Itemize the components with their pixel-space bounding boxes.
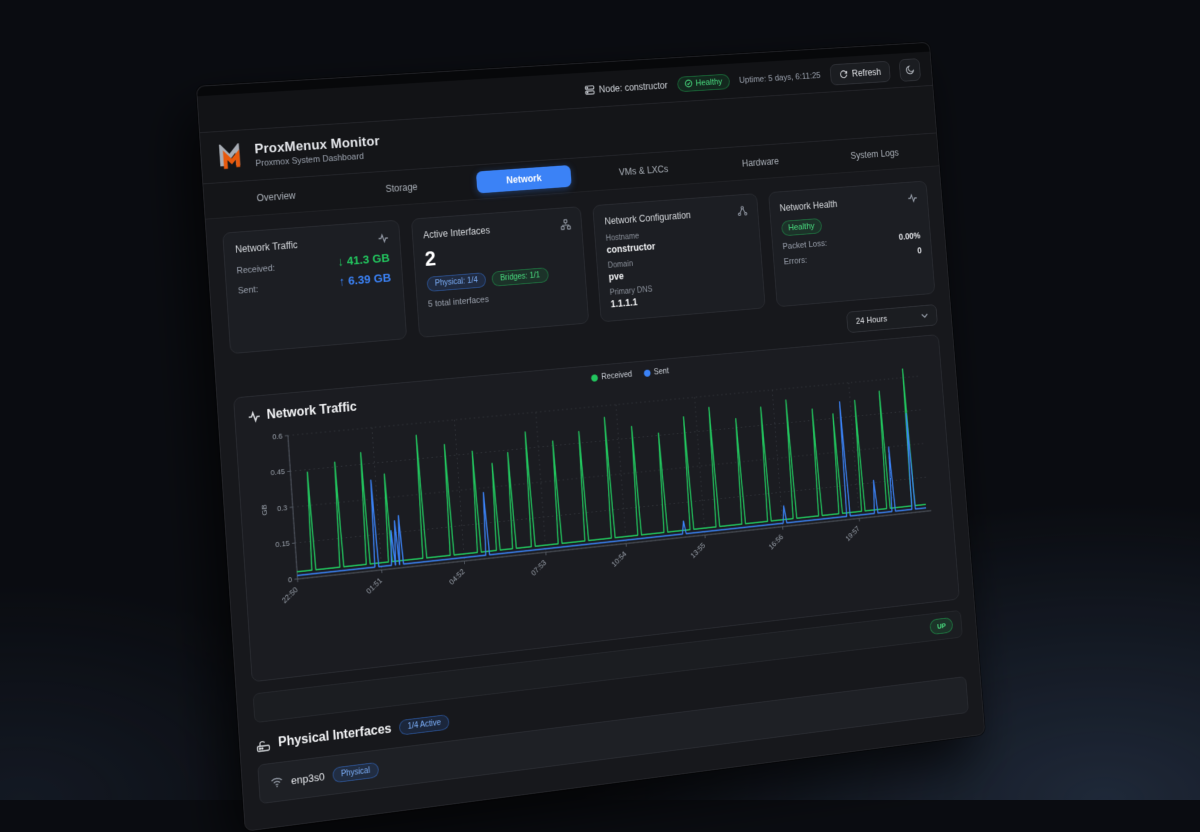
network-configuration-card-title: Network Configuration xyxy=(604,210,691,227)
tab-hardware-label: Hardware xyxy=(728,150,792,174)
packet-loss-value: 0.00% xyxy=(898,231,920,242)
check-circle-icon xyxy=(685,79,694,88)
network-configuration-card: Network Configuration Hostname construct… xyxy=(592,193,765,322)
legend-sent-label: Sent xyxy=(654,367,670,377)
active-count-badge: 1/4 Active xyxy=(399,714,450,735)
sent-value: ↑ 6.39 GB xyxy=(339,271,392,289)
svg-text:16:56: 16:56 xyxy=(767,532,785,551)
up-status-badge: UP xyxy=(930,617,954,635)
activity-icon xyxy=(377,232,388,244)
time-range-select[interactable]: 24 Hours xyxy=(846,304,938,333)
errors-label: Errors: xyxy=(783,256,807,267)
chart-title: Network Traffic xyxy=(266,400,357,423)
theme-toggle-button[interactable] xyxy=(899,58,921,82)
svg-text:13:55: 13:55 xyxy=(689,541,707,560)
svg-text:04:52: 04:52 xyxy=(447,567,466,587)
activity-icon xyxy=(907,193,917,204)
node-label: Node: constructor xyxy=(599,79,668,94)
physical-count-badge: Physical: 1/4 xyxy=(426,272,486,292)
interface-type-badge: Physical xyxy=(332,762,379,783)
received-label: Received: xyxy=(236,263,275,276)
received-value: ↓ 41.3 GB xyxy=(337,251,390,268)
active-interfaces-card-title: Active Interfaces xyxy=(423,225,491,241)
svg-text:22:50: 22:50 xyxy=(280,585,300,605)
active-interfaces-count: 2 xyxy=(424,237,573,269)
moon-icon xyxy=(905,65,915,75)
wifi-icon xyxy=(270,776,283,789)
health-status-label: Healthy xyxy=(695,77,722,88)
errors-value: 0 xyxy=(917,246,922,255)
svg-text:0.6: 0.6 xyxy=(272,431,283,441)
packet-loss-label: Packet Loss: xyxy=(782,239,827,252)
tab-vms-lxcs[interactable]: VMs & LXCs xyxy=(583,156,703,184)
tab-system-logs[interactable]: System Logs xyxy=(817,140,931,168)
proxmenux-logo xyxy=(216,143,246,170)
legend-sent-dot xyxy=(644,369,651,377)
refresh-label: Refresh xyxy=(851,66,881,78)
svg-text:19:57: 19:57 xyxy=(844,524,861,543)
dashboard-window: Node: constructor Healthy Uptime: 5 days… xyxy=(196,42,985,832)
main-content: Network Traffic Received: ↓ 41.3 GB Sent… xyxy=(206,166,985,831)
legend-received-dot xyxy=(591,374,598,382)
physical-interfaces-title: Physical Interfaces xyxy=(278,722,392,751)
sent-label: Sent: xyxy=(238,285,259,296)
active-interfaces-card: Active Interfaces 2 Physical: 1/4 Bridge… xyxy=(411,206,590,338)
uptime-label: Uptime: 5 days, 6:11:25 xyxy=(739,71,821,85)
node-indicator: Node: constructor xyxy=(584,79,668,95)
network-icon xyxy=(560,219,571,231)
network-traffic-card: Network Traffic Received: ↓ 41.3 GB Sent… xyxy=(222,220,406,354)
refresh-icon xyxy=(839,69,848,79)
tab-overview[interactable]: Overview xyxy=(212,182,340,212)
network-health-card-title: Network Health xyxy=(779,199,837,214)
tab-vms-lxcs-label: VMs & LXCs xyxy=(605,158,682,183)
network-health-card: Network Health Healthy Packet Loss: 0.00… xyxy=(768,181,936,308)
svg-text:0.3: 0.3 xyxy=(277,503,288,513)
tab-network-label: Network xyxy=(476,165,572,193)
page-background: Node: constructor Healthy Uptime: 5 days… xyxy=(0,0,1200,800)
svg-text:0: 0 xyxy=(288,575,293,585)
time-range-value: 24 Hours xyxy=(856,314,888,326)
bridges-count-badge: Bridges: 1/1 xyxy=(491,267,548,286)
refresh-button[interactable]: Refresh xyxy=(829,60,890,85)
network-health-badge-label: Healthy xyxy=(788,222,815,233)
header-text: ProxMenux Monitor Proxmox System Dashboa… xyxy=(254,133,381,168)
server-icon xyxy=(584,84,595,95)
svg-text:GB: GB xyxy=(259,504,269,516)
total-interfaces-label: 5 total interfaces xyxy=(428,288,576,310)
tab-system-logs-label: System Logs xyxy=(837,142,912,167)
network-traffic-card-title: Network Traffic xyxy=(235,239,298,255)
tab-storage[interactable]: Storage xyxy=(339,173,464,202)
svg-text:0.45: 0.45 xyxy=(270,467,285,478)
tab-overview-label: Overview xyxy=(242,184,310,209)
health-status-badge: Healthy xyxy=(677,73,730,91)
network-health-badge: Healthy xyxy=(781,218,823,236)
tab-storage-label: Storage xyxy=(371,175,432,200)
tab-hardware[interactable]: Hardware xyxy=(702,148,819,176)
svg-text:0.15: 0.15 xyxy=(275,539,290,550)
interface-name: enp3s0 xyxy=(291,770,325,786)
activity-icon xyxy=(247,410,260,424)
svg-text:07:53: 07:53 xyxy=(529,558,548,578)
router-icon xyxy=(256,736,271,752)
tab-network[interactable]: Network xyxy=(462,164,585,194)
svg-text:01:51: 01:51 xyxy=(365,576,384,596)
share-nodes-icon xyxy=(737,205,748,216)
chevron-down-icon xyxy=(921,312,928,319)
svg-text:10:54: 10:54 xyxy=(610,549,628,568)
